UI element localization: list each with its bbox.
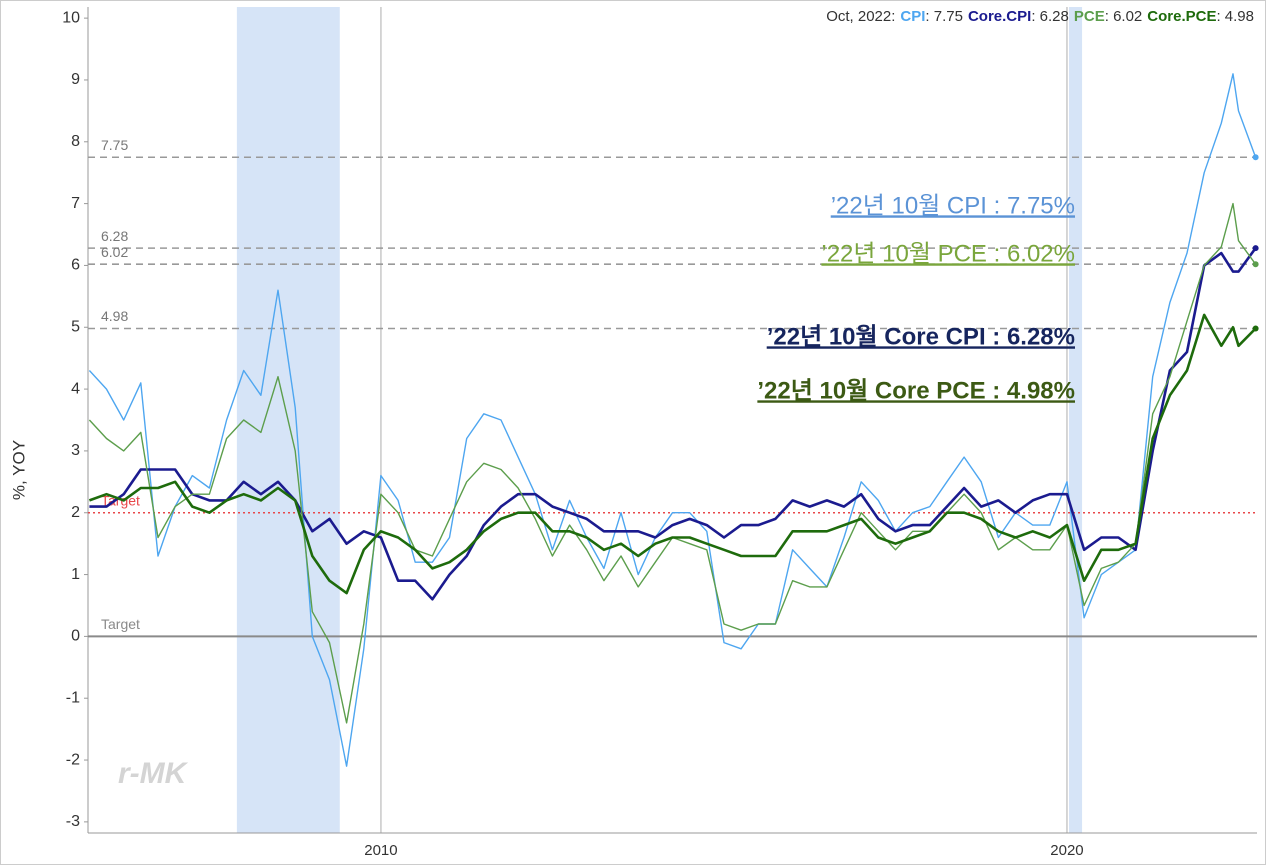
recession-band [1069, 7, 1083, 833]
legend-value: 7.75 [934, 8, 963, 25]
y-tick-label: -1 [66, 689, 80, 706]
end-point [1252, 245, 1259, 252]
legend-value: 4.98 [1225, 8, 1254, 25]
legend-name: PCE [1074, 8, 1105, 25]
x-tick-label: 2010 [364, 842, 397, 859]
annotation: ’22년 10월 Core PCE : 4.98% [757, 377, 1075, 404]
end-point [1252, 325, 1259, 332]
y-tick-label: -2 [66, 751, 80, 768]
y-tick-label: 9 [71, 71, 80, 88]
y-tick-label: 0 [71, 628, 80, 645]
annotation: ’22년 10월 CPI : 7.75% [831, 192, 1075, 219]
legend-sep: : [1031, 8, 1039, 25]
y-tick-label: 6 [71, 257, 80, 274]
y-tick-label: 7 [71, 195, 80, 212]
legend-name: Core.PCE [1147, 8, 1216, 25]
series-line [88, 202, 1257, 724]
target-label: Target [101, 616, 140, 632]
legend-value: 6.02 [1113, 8, 1142, 25]
reference-label: 6.02 [101, 244, 128, 260]
y-axis-label: %, YOY [9, 440, 28, 500]
annotation: ’22년 10월 PCE : 6.02% [821, 240, 1075, 267]
legend-name: Core.CPI [968, 8, 1031, 25]
x-tick-label: 2020 [1050, 842, 1083, 859]
end-point [1252, 261, 1259, 268]
y-tick-label: 5 [71, 318, 80, 335]
legend-sep: : [925, 8, 933, 25]
y-tick-label: -3 [66, 813, 80, 830]
watermark: r-MK [118, 757, 189, 790]
y-tick-label: 4 [71, 380, 80, 397]
y-tick-label: 1 [71, 566, 80, 583]
reference-label: 7.75 [101, 137, 128, 153]
legend-value: 6.28 [1040, 8, 1069, 25]
y-tick-label: 10 [62, 9, 80, 26]
reference-label: 4.98 [101, 308, 128, 324]
legend-sep: : [1105, 8, 1113, 25]
end-point [1252, 154, 1259, 161]
y-tick-label: 3 [71, 442, 80, 459]
legend-sep: : [1216, 8, 1224, 25]
legend: Oct, 2022: CPI: 7.75 Core.CPI: 6.28 PCE: 6.… [826, 8, 1254, 25]
series-line [89, 247, 1257, 601]
reference-label: 6.28 [101, 228, 128, 244]
legend-title: Oct, 2022: [826, 8, 895, 25]
series-line [88, 313, 1257, 595]
annotation: ’22년 10월 Core CPI : 6.28% [767, 323, 1075, 350]
y-tick-label: 8 [71, 133, 80, 150]
legend-name: CPI [900, 8, 925, 25]
y-tick-label: 2 [71, 504, 80, 521]
